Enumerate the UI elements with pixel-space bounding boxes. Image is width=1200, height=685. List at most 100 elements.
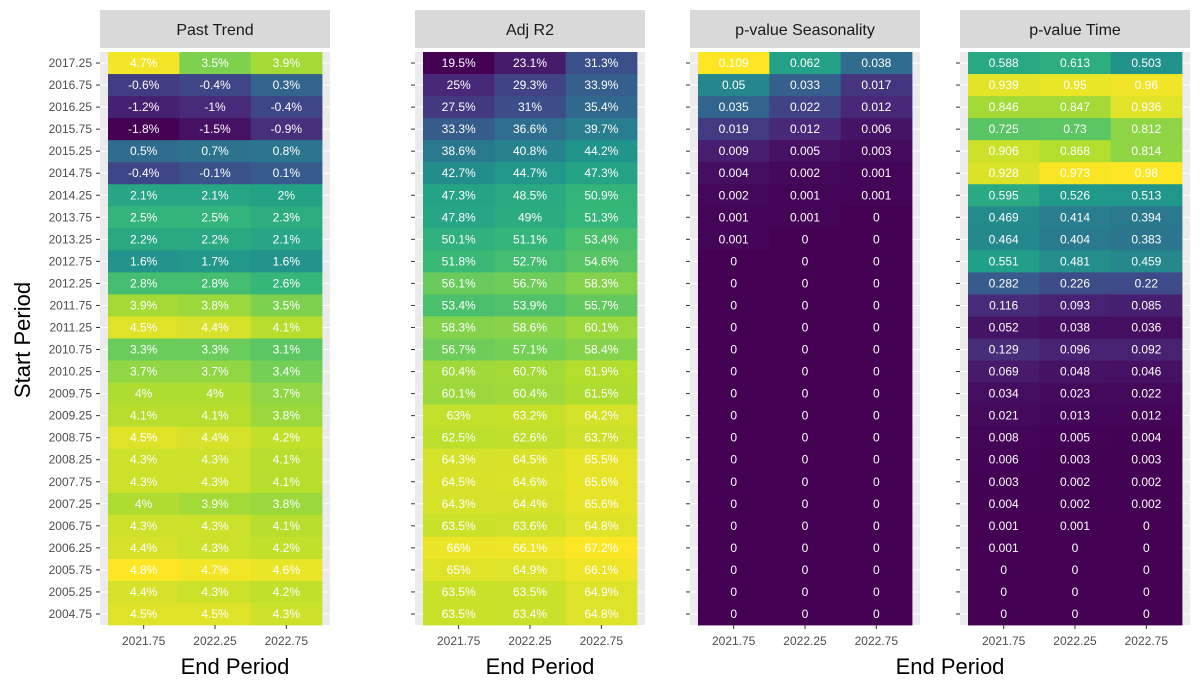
y-tick-label: 2008.75 — [49, 431, 93, 445]
heatmap-cell — [1039, 360, 1112, 383]
heatmap-cell — [565, 52, 638, 75]
cell-label: 4.2% — [273, 541, 301, 555]
heatmap-cell — [769, 470, 842, 494]
cell-label: 29.3% — [513, 78, 547, 92]
heatmap-cell — [1039, 206, 1112, 229]
heatmap-cell — [769, 52, 842, 75]
cell-label: 4.3% — [201, 519, 229, 533]
cell-label: 2.6% — [273, 276, 301, 290]
cell-label: 0 — [730, 453, 737, 467]
heatmap-cell — [179, 118, 252, 141]
cell-label: 0 — [802, 453, 809, 467]
heatmap-cell — [1039, 448, 1112, 472]
heatmap-cell — [1110, 382, 1183, 406]
cell-label: 0 — [730, 541, 737, 555]
cell-label: 4.3% — [130, 453, 158, 467]
heatmap-cell — [250, 250, 323, 273]
heatmap-cell — [179, 558, 252, 582]
heatmap-cell — [565, 228, 638, 251]
heatmap-cell — [565, 96, 638, 119]
heatmap-cell — [108, 338, 180, 361]
cell-label: 0.012 — [1131, 409, 1161, 423]
heatmap-cell — [1110, 118, 1183, 141]
heatmap-cell — [840, 74, 913, 97]
cell-label: 0.05 — [722, 78, 746, 92]
cell-label: 19.5% — [442, 56, 476, 70]
cell-label: 0.526 — [1060, 188, 1090, 202]
cell-label: 2% — [278, 188, 296, 202]
cell-label: 0.006 — [861, 122, 891, 136]
heatmap-cell — [968, 272, 1040, 295]
heatmap-cell — [250, 140, 323, 163]
heatmap-cell — [423, 140, 495, 163]
cell-label: 0 — [730, 497, 737, 511]
heatmap-cell — [108, 228, 180, 251]
cell-label: 4.8% — [130, 563, 158, 577]
heatmap-cell — [565, 602, 638, 626]
cell-label: 51.3% — [584, 210, 618, 224]
heatmap-cell — [968, 140, 1040, 163]
cell-label: 57.1% — [513, 343, 547, 357]
cell-label: 0.004 — [719, 166, 749, 180]
cell-label: 0 — [802, 497, 809, 511]
heatmap-cell — [968, 514, 1040, 538]
cell-label: 0 — [873, 519, 880, 533]
heatmap-cell — [968, 118, 1040, 141]
y-tick-label: 2009.75 — [49, 387, 93, 401]
heatmap-cell — [565, 250, 638, 273]
heatmap-cell — [698, 206, 770, 229]
heatmap-cell — [108, 206, 180, 229]
heatmap-cell — [968, 558, 1040, 582]
heatmap-cell — [250, 118, 323, 141]
heatmap-cell — [1039, 316, 1112, 339]
cell-label: 0 — [1143, 585, 1150, 599]
cell-label: 65.6% — [584, 475, 618, 489]
heatmap-cell — [179, 382, 252, 406]
cell-label: 0.481 — [1060, 254, 1090, 268]
cell-label: 2.5% — [130, 210, 158, 224]
cell-label: 4.5% — [130, 431, 158, 445]
cell-label: 0.005 — [790, 144, 820, 158]
cell-label: 4.2% — [273, 585, 301, 599]
cell-label: 0.009 — [719, 144, 749, 158]
cell-label: 0 — [802, 585, 809, 599]
cell-label: 3.3% — [130, 343, 158, 357]
heatmap-cell — [565, 426, 638, 450]
heatmap-cell — [698, 580, 770, 604]
cell-label: 0.001 — [861, 166, 891, 180]
cell-label: 0 — [873, 276, 880, 290]
heatmap-cell — [769, 492, 842, 516]
cell-label: 0.002 — [1131, 475, 1161, 489]
cell-label: 0.036 — [1131, 320, 1161, 334]
cell-label: -1.2% — [128, 100, 160, 114]
heatmap-cell — [1110, 580, 1183, 604]
heatmap-cell — [1039, 580, 1112, 604]
cell-label: 0 — [873, 497, 880, 511]
cell-label: 4.5% — [130, 607, 158, 621]
heatmap-cell — [698, 448, 770, 472]
cell-label: 4.1% — [273, 453, 301, 467]
heatmap-cell — [423, 52, 495, 75]
heatmap-cell — [250, 162, 323, 185]
cell-label: 63.5% — [513, 585, 547, 599]
cell-label: 0 — [730, 298, 737, 312]
heatmap-cell — [1110, 470, 1183, 494]
heatmap-cell — [769, 316, 842, 339]
heatmap-cell — [769, 382, 842, 406]
y-axis-title: Start Period — [10, 282, 35, 398]
heatmap-cell — [250, 74, 323, 97]
heatmap-cell — [1039, 294, 1112, 317]
cell-label: 0.5% — [130, 144, 158, 158]
heatmap-cell — [840, 52, 913, 75]
heatmap-cell — [250, 206, 323, 229]
cell-label: 67.2% — [584, 541, 618, 555]
heatmap-cell — [179, 184, 252, 207]
cell-label: 0 — [873, 475, 880, 489]
heatmap-cell — [968, 294, 1040, 317]
heatmap-cell — [565, 404, 638, 428]
cell-label: 0.022 — [790, 100, 820, 114]
cell-label: 2.1% — [201, 188, 229, 202]
heatmap-cell — [565, 338, 638, 361]
cell-label: 0 — [1072, 541, 1079, 555]
cell-label: 4.3% — [201, 475, 229, 489]
